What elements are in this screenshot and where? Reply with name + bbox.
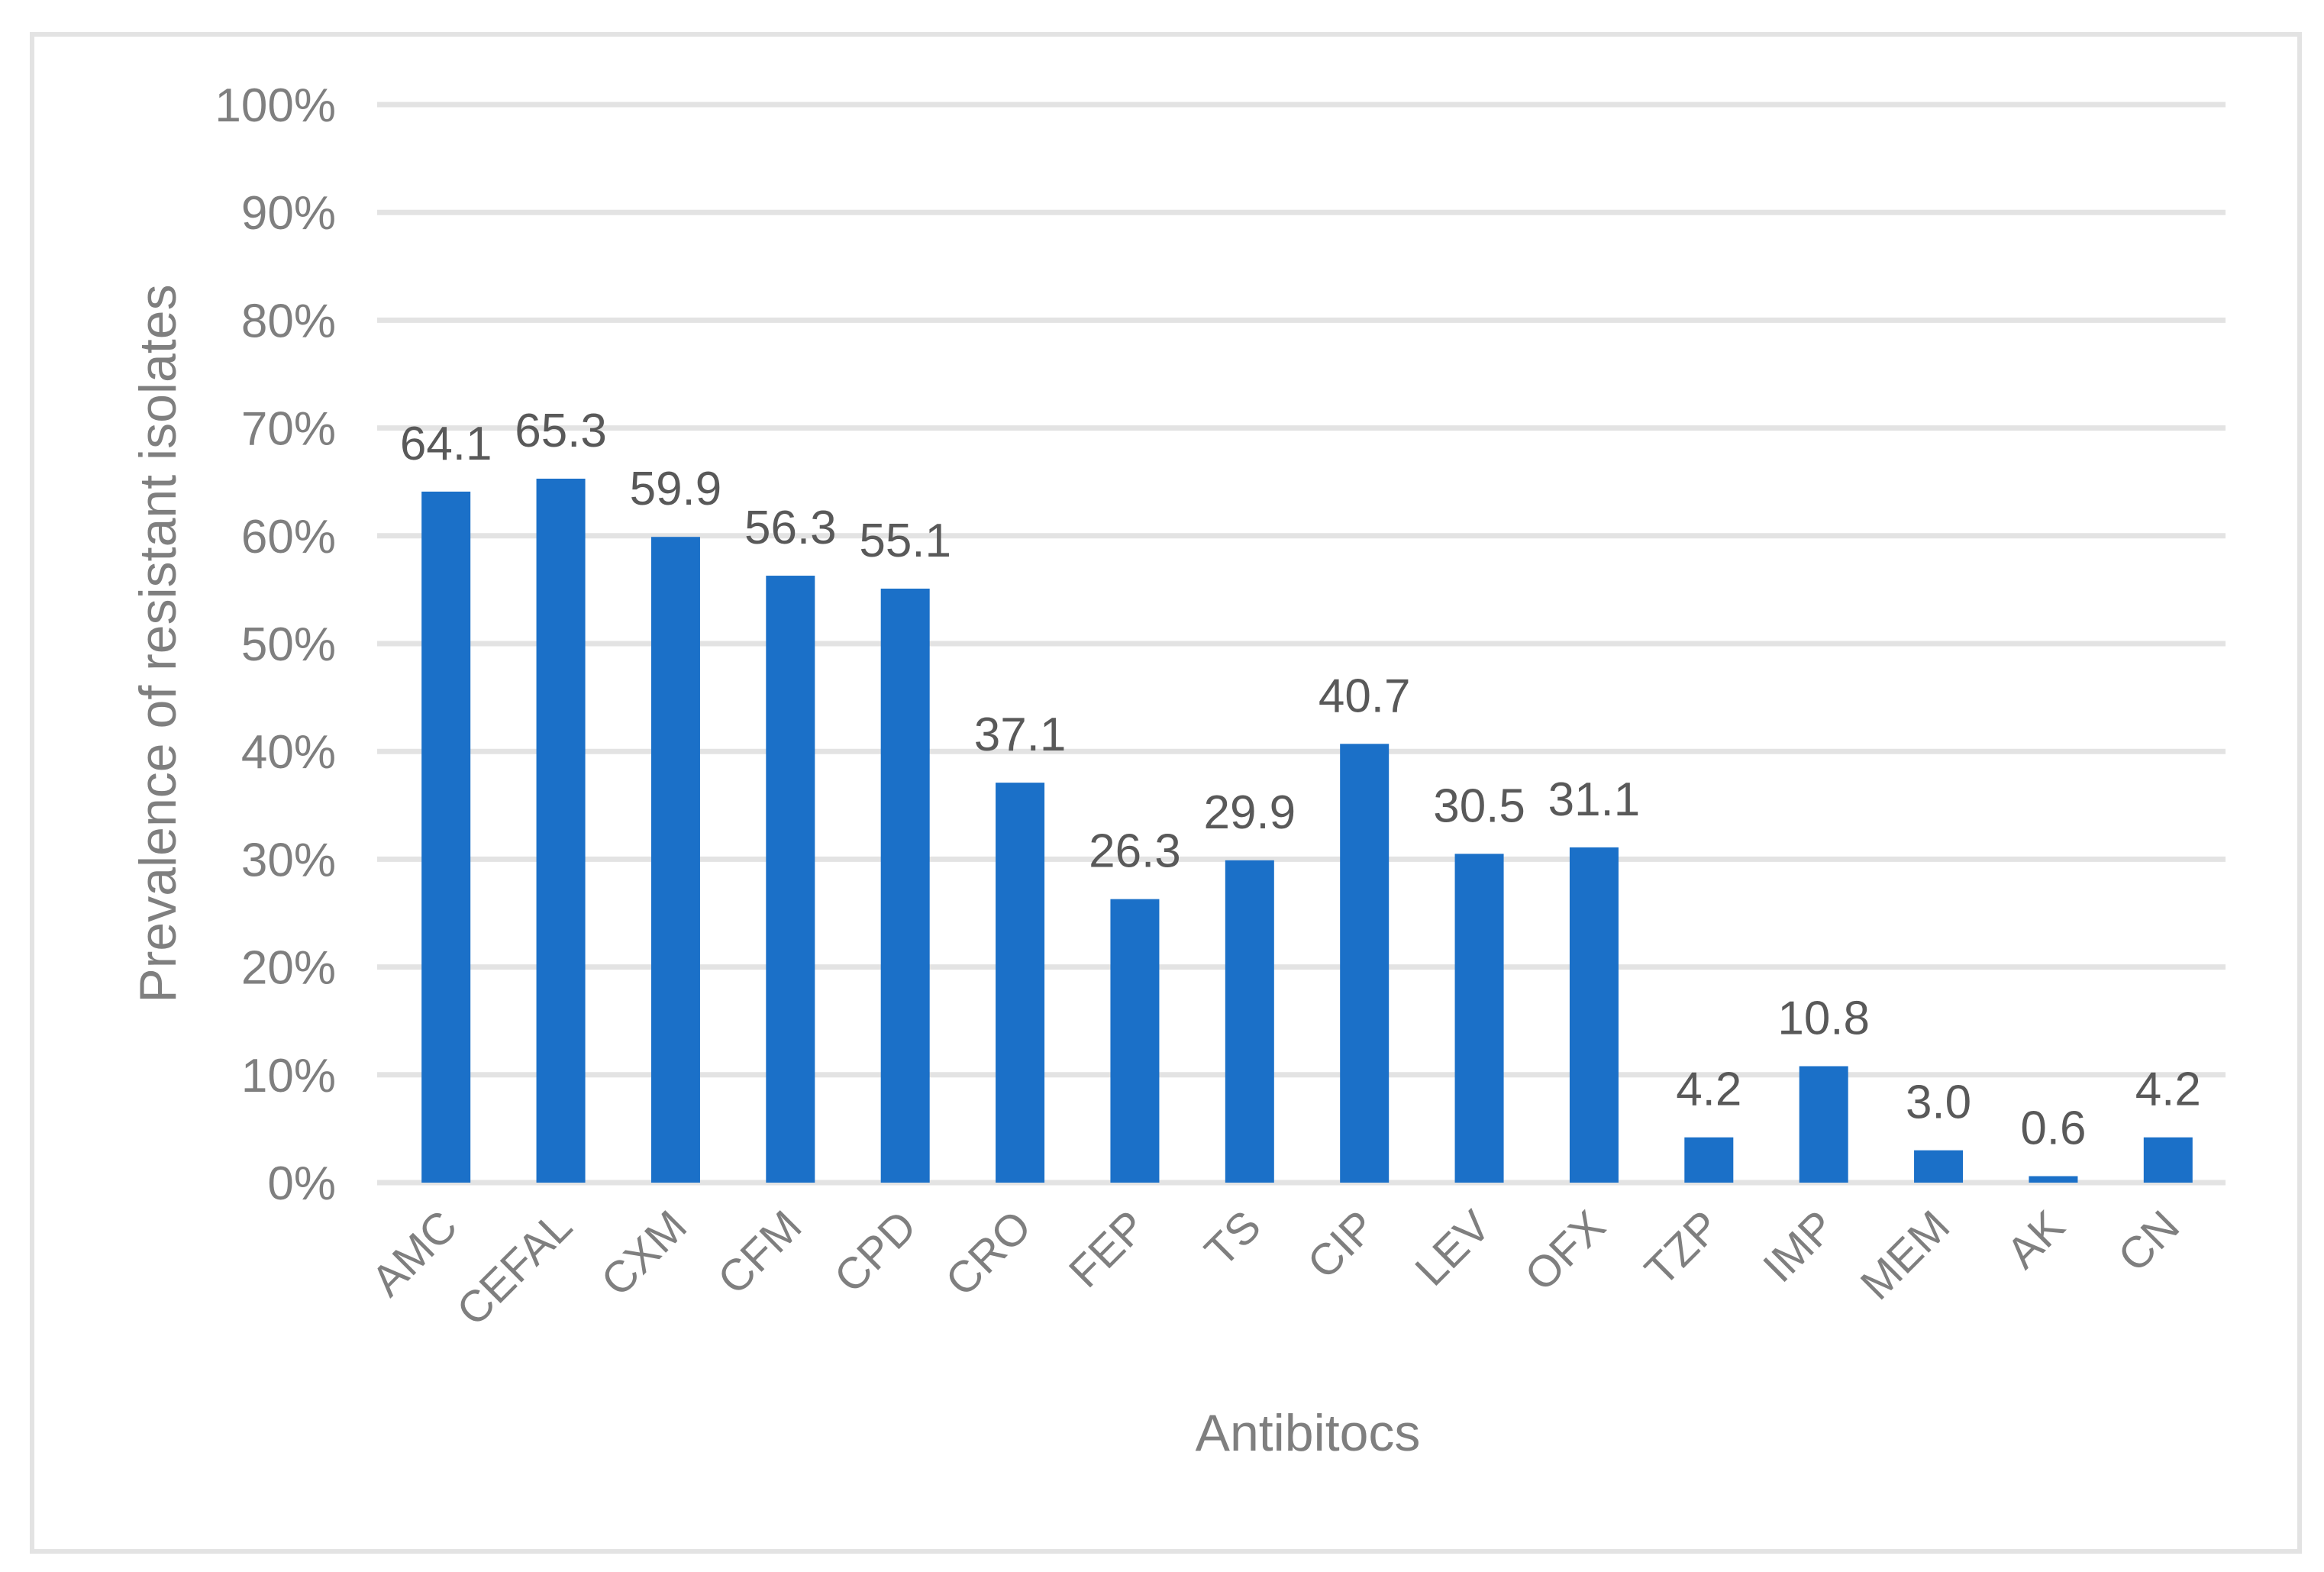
- bar-cxm: [650, 537, 700, 1183]
- x-tick-label: CIP: [1298, 1201, 1385, 1288]
- x-tick-label: FEP: [1060, 1201, 1156, 1297]
- y-tick-label: 60%: [241, 511, 336, 563]
- data-label: 26.3: [1089, 825, 1181, 878]
- x-tick-label: AK: [1997, 1201, 2074, 1278]
- x-tick-label: OFX: [1515, 1201, 1615, 1300]
- y-tick-label: 20%: [241, 942, 336, 995]
- x-tick-label: CN: [2109, 1201, 2189, 1281]
- data-label: 4.2: [1676, 1064, 1741, 1116]
- x-tick-label: LEV: [1406, 1201, 1500, 1296]
- data-label: 31.1: [1548, 773, 1641, 826]
- x-tick-label: CXM: [592, 1201, 696, 1306]
- data-label: 64.1: [400, 418, 492, 470]
- y-tick-label: 70%: [241, 403, 336, 456]
- bar-ofx: [1569, 847, 1619, 1183]
- x-axis-title: Antibitocs: [1196, 1404, 1421, 1462]
- x-tick-label: CEFAL: [447, 1201, 582, 1335]
- y-tick-label: 0%: [267, 1157, 336, 1210]
- data-label: 37.1: [974, 709, 1067, 761]
- x-tick-label: MEM: [1851, 1201, 1960, 1309]
- x-tick-label: TS: [1196, 1201, 1270, 1276]
- bars: [421, 478, 2193, 1183]
- bar-cn: [2143, 1137, 2193, 1183]
- y-tick-label: 50%: [241, 618, 336, 671]
- bar-fep: [1110, 899, 1160, 1183]
- data-label: 29.9: [1203, 786, 1296, 839]
- data-label: 59.9: [630, 463, 722, 515]
- x-tick-label: CRO: [936, 1201, 1041, 1306]
- bar-cefal: [536, 478, 586, 1183]
- bar-lev: [1454, 854, 1504, 1183]
- data-label: 30.5: [1433, 780, 1525, 832]
- x-tick-label: CPD: [825, 1201, 926, 1302]
- data-label: 40.7: [1319, 670, 1411, 722]
- data-label: 3.0: [1906, 1077, 1971, 1129]
- y-tick-label: 30%: [241, 834, 336, 886]
- data-label: 10.8: [1777, 993, 1870, 1045]
- x-tick-label: AMC: [362, 1201, 466, 1306]
- bar-ts: [1225, 860, 1274, 1183]
- bar-imp: [1799, 1066, 1848, 1183]
- y-tick-label: 100%: [215, 79, 336, 132]
- bar-cro: [996, 783, 1045, 1183]
- data-label: 56.3: [744, 502, 837, 554]
- y-axis-tick-labels: 0% 10% 20% 30% 40% 50% 60% 70% 80% 90% 100%: [215, 79, 336, 1210]
- data-label: 55.1: [859, 515, 951, 567]
- y-axis-title: Prevalence of resistant isolates: [129, 284, 187, 1002]
- bar-amc: [421, 491, 471, 1183]
- data-label: 4.2: [2135, 1064, 2201, 1116]
- data-labels: 64.1 65.3 59.9 56.3 55.1 37.1 26.3 29.9 40.7 30.5…: [400, 405, 2201, 1155]
- chart-frame: [30, 32, 2302, 1554]
- y-tick-label: 40%: [241, 726, 336, 779]
- y-tick-label: 80%: [241, 295, 336, 347]
- x-tick-label: IMP: [1754, 1201, 1845, 1292]
- bar-cip: [1340, 744, 1390, 1183]
- bar-tzp: [1684, 1137, 1734, 1183]
- bar-cpd: [880, 588, 930, 1183]
- data-label: 65.3: [515, 405, 607, 457]
- x-tick-label: CFM: [708, 1201, 812, 1304]
- x-tick-label: TZP: [1635, 1201, 1729, 1295]
- data-label: 0.6: [2020, 1102, 2086, 1155]
- y-tick-label: 90%: [241, 187, 336, 240]
- bar-cfm: [766, 576, 815, 1183]
- bar-mem: [1914, 1150, 1964, 1183]
- bar-ak: [2029, 1176, 2078, 1183]
- y-tick-label: 10%: [241, 1050, 336, 1102]
